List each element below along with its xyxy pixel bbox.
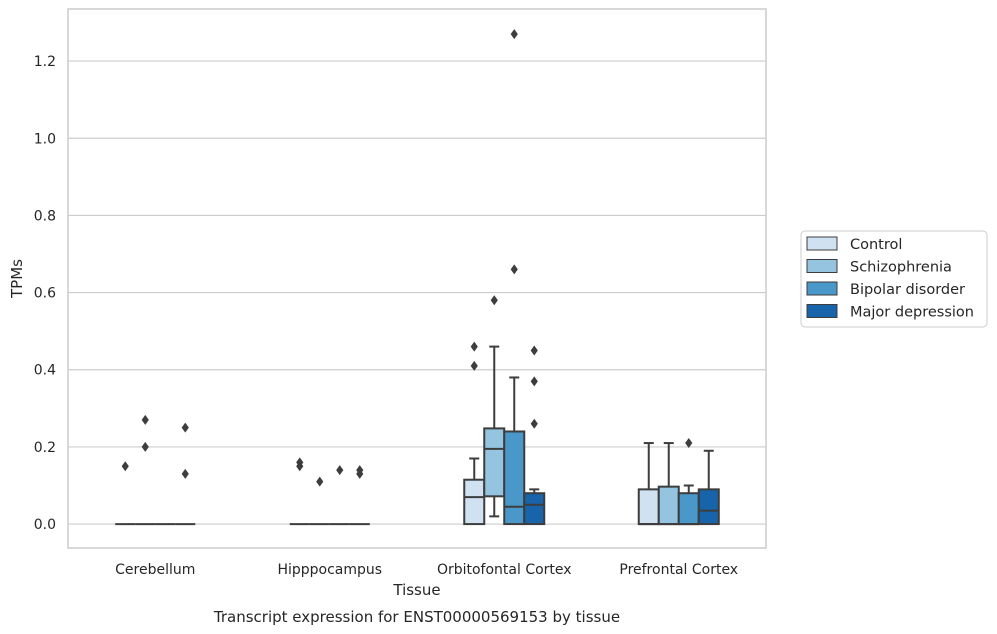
outlier-point (356, 465, 364, 476)
legend-item: Control (806, 236, 902, 253)
x-tick-label: Hipppocampus (277, 562, 382, 578)
outlier-point (470, 341, 478, 352)
outlier-point (490, 295, 498, 306)
legend-swatch (806, 236, 838, 251)
box (289, 457, 310, 526)
legend-item: Schizophrenia (806, 259, 952, 276)
box (309, 476, 330, 526)
outlier-point (470, 360, 478, 371)
x-tick-label: Orbitofontal Cortex (437, 562, 572, 578)
box (523, 345, 546, 526)
legend-label: Bipolar disorder (850, 282, 965, 298)
box (175, 422, 196, 526)
series-major-depression (175, 345, 720, 526)
outlier-point (530, 376, 538, 387)
box (677, 438, 700, 526)
legend-label: Schizophrenia (850, 260, 952, 276)
outlier-point (181, 468, 189, 479)
y-tick-label: 0.2 (34, 440, 56, 456)
x-axis-label: Tissue (392, 581, 440, 599)
outlier-point (141, 414, 149, 425)
box-body (483, 427, 506, 498)
legend-box (800, 230, 988, 328)
outlier-point (121, 461, 129, 472)
outlier-point (685, 438, 693, 449)
x-axis-ticks: Cerebellum Hipppocampus Orbitofontal Corte… (115, 562, 738, 578)
box-body (503, 430, 526, 526)
series-bipolar-disorder (155, 29, 700, 526)
legend: Control Schizophrenia Bipolar disorder Majo… (800, 230, 988, 328)
outlier-point (141, 441, 149, 452)
outlier-point (510, 29, 518, 40)
legend-label: Control (850, 237, 902, 253)
grid-lines (68, 60, 766, 525)
y-axis-label: TPMs (8, 259, 26, 299)
outlier-point (181, 422, 189, 433)
legend-swatch (806, 281, 838, 296)
outlier-point (530, 345, 538, 356)
box (483, 295, 506, 518)
chart-title: Transcript expression for ENST0000056915… (213, 608, 620, 626)
plot-border (67, 8, 767, 549)
outlier-point (296, 457, 304, 468)
box-body (697, 488, 720, 526)
box-body (523, 492, 546, 526)
plot-frame (67, 8, 767, 549)
box-body (677, 492, 700, 526)
x-tick-label: Prefrontal Cortex (619, 562, 738, 578)
box (115, 461, 136, 526)
box-plot-series (115, 29, 720, 526)
box-body (463, 478, 486, 526)
box (657, 442, 680, 526)
series-control (115, 341, 660, 526)
outlier-point (336, 465, 344, 476)
y-tick-label: 0.8 (34, 208, 56, 224)
outlier-point (530, 418, 538, 429)
y-tick-label: 0.4 (34, 363, 56, 379)
y-tick-label: 1.0 (34, 131, 56, 147)
box (463, 341, 486, 526)
legend-label: Major depression (850, 305, 974, 321)
box (329, 465, 350, 526)
legend-item: Bipolar disorder (806, 281, 965, 298)
y-tick-label: 0.6 (34, 286, 56, 302)
y-tick-label: 0.0 (34, 517, 56, 533)
box (637, 442, 660, 526)
box (135, 414, 156, 526)
outlier-point (510, 264, 518, 275)
y-tick-label: 1.2 (34, 54, 56, 70)
box-body (657, 485, 680, 526)
box (349, 465, 370, 526)
x-tick-label: Cerebellum (115, 562, 195, 578)
box (503, 29, 526, 526)
box (697, 449, 720, 526)
legend-item: Major depression (806, 304, 974, 321)
series-schizophrenia (135, 295, 680, 526)
outlier-point (316, 476, 324, 487)
legend-swatch (806, 304, 838, 318)
y-axis-ticks: 0.0 0.2 0.4 0.6 0.8 1.0 1.2 (34, 54, 56, 533)
legend-swatch (806, 259, 838, 273)
box-body (637, 488, 660, 526)
